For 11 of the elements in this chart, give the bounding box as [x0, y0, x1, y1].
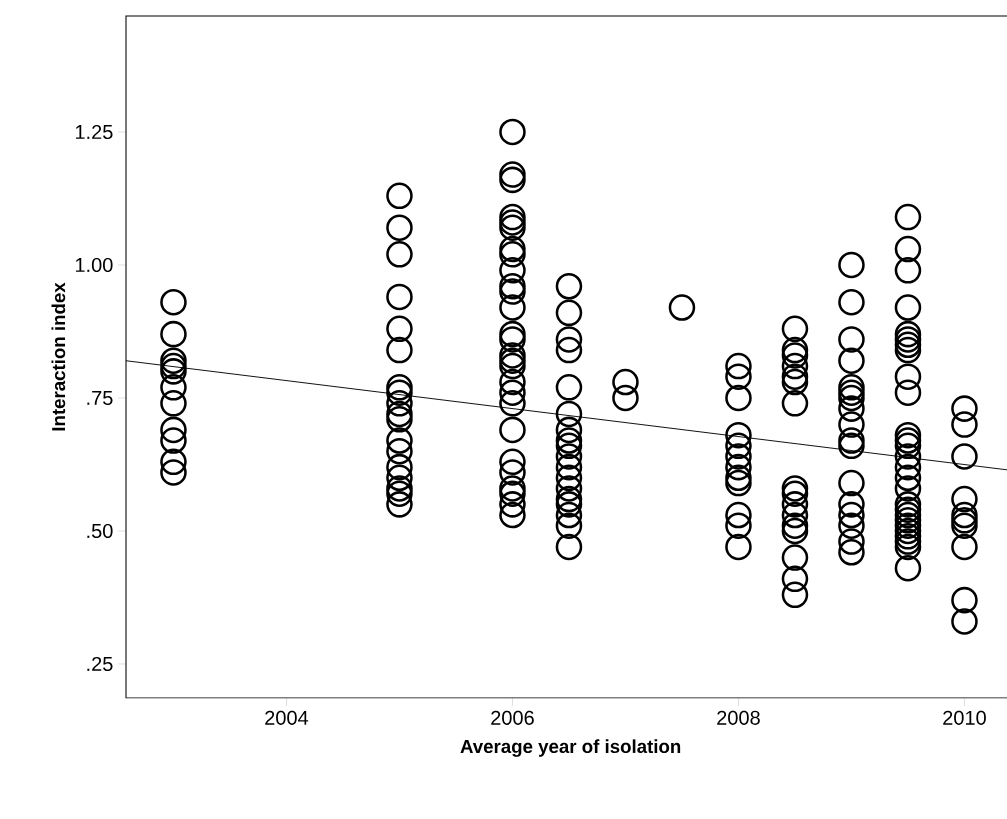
x-tick-label: 2006 [491, 710, 534, 725]
y-tick-label: .25 [87, 656, 113, 672]
y-tick-label: .50 [87, 523, 113, 539]
y-tick-label: 1.25 [75, 124, 113, 140]
x-axis-title: Average year of isolation [460, 739, 681, 757]
x-tick-label: 2008 [717, 710, 760, 725]
x-tick-label: 2010 [943, 710, 986, 725]
y-tick-label: 1.00 [75, 257, 113, 273]
x-tick-label: 2004 [265, 710, 309, 725]
y-axis-title: Interaction index [51, 282, 66, 431]
y-tick-label: .75 [87, 390, 113, 405]
